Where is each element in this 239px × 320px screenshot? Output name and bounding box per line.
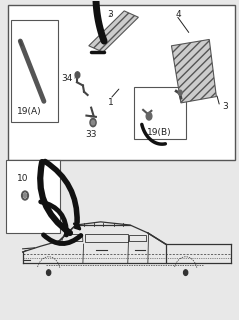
Circle shape bbox=[24, 194, 27, 197]
Text: 4: 4 bbox=[175, 10, 181, 19]
Text: 3: 3 bbox=[108, 10, 113, 19]
Circle shape bbox=[146, 112, 152, 120]
Circle shape bbox=[47, 270, 51, 276]
Polygon shape bbox=[89, 11, 138, 52]
Text: 19(B): 19(B) bbox=[147, 128, 172, 137]
Circle shape bbox=[90, 118, 96, 127]
Text: 10: 10 bbox=[17, 174, 28, 183]
Text: 1: 1 bbox=[108, 98, 114, 107]
Circle shape bbox=[91, 120, 95, 125]
Circle shape bbox=[184, 270, 188, 276]
Text: 19(A): 19(A) bbox=[17, 107, 42, 116]
Text: 3: 3 bbox=[222, 102, 228, 111]
Bar bbox=[134, 87, 186, 140]
Bar bbox=[11, 20, 58, 122]
Circle shape bbox=[75, 72, 80, 78]
Text: 33: 33 bbox=[85, 130, 96, 139]
Polygon shape bbox=[171, 39, 216, 103]
FancyBboxPatch shape bbox=[6, 160, 60, 233]
Circle shape bbox=[178, 90, 182, 95]
FancyBboxPatch shape bbox=[8, 4, 235, 160]
Text: 34: 34 bbox=[61, 74, 72, 83]
